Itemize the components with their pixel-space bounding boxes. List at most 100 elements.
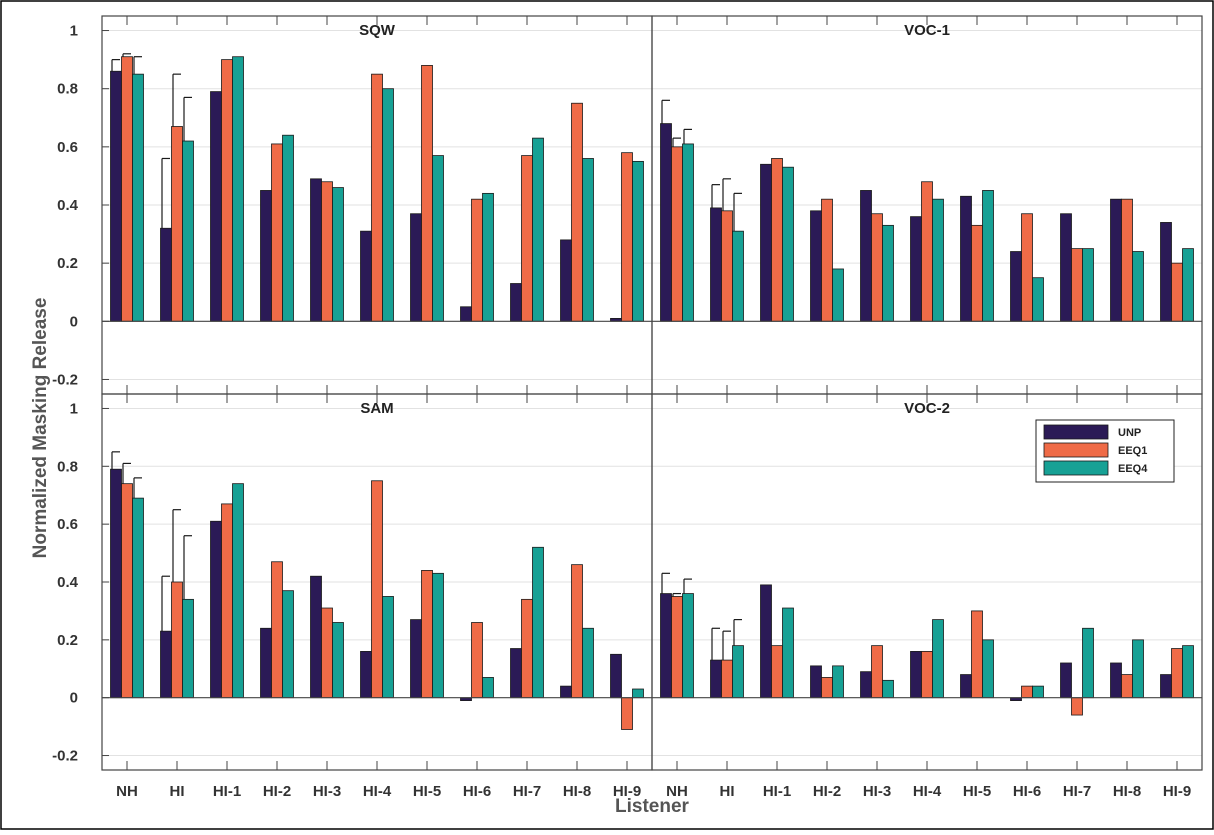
panel-title-sam: SAM [360, 400, 393, 417]
bar-sam-eeq1-hi-1 [221, 503, 233, 699]
bar-voc-1-eeq4-hi-3 [882, 224, 894, 322]
y-tick-label: -0.2 [52, 371, 78, 388]
bar-sam-eeq4-hi-4 [382, 596, 394, 699]
bar-sam-eeq1-hi-2 [271, 561, 283, 699]
bar-voc-2-unp-hi-3 [860, 671, 872, 699]
bar-sam-eeq4-hi-8 [582, 627, 594, 699]
y-tick-label: 0.6 [57, 139, 78, 156]
x-tick-label-hi-8: HI-8 [563, 783, 591, 800]
bar-voc-1-eeq4-hi-1 [782, 166, 794, 322]
x-tick-label-nh: NH [116, 783, 138, 800]
bar-voc-2-unp-hi-4 [910, 651, 922, 699]
bar-sqw-eeq4-hi-3 [332, 187, 344, 322]
bar-sqw-unp-hi-6 [460, 306, 472, 322]
bar-sqw-unp-hi-8 [560, 239, 572, 322]
bar-voc-1-eeq1-hi-4 [921, 181, 933, 322]
bar-voc-1-unp-hi-7 [1060, 213, 1072, 322]
bar-voc-2-unp-hi-8 [1110, 662, 1122, 699]
bar-voc-1-eeq1-hi-1 [771, 158, 783, 322]
bar-sqw-eeq1-nh [121, 56, 133, 322]
x-axis-title: Listener [615, 796, 690, 817]
y-tick-label: 0.2 [57, 632, 78, 649]
bar-voc-2-eeq1-hi-6 [1021, 685, 1033, 699]
bar-sam-eeq1-hi-8 [571, 564, 583, 699]
x-tick-label-hi-3: HI-3 [313, 783, 341, 800]
bar-voc-2-eeq4-hi-6 [1032, 685, 1044, 699]
bar-voc-2-eeq4-hi-1 [782, 607, 794, 699]
bar-voc-1-eeq1-hi-8 [1121, 198, 1133, 322]
bar-sqw-unp-hi-3 [310, 178, 322, 322]
bar-voc-1-unp-hi-2 [810, 210, 822, 322]
x-tick-label-hi-9: HI-9 [613, 783, 641, 800]
bar-sqw-eeq1-hi-5 [421, 65, 433, 322]
bar-voc-2-eeq4-hi-5 [982, 639, 994, 699]
bar-sam-eeq1-hi-7 [521, 598, 533, 699]
y-tick-label: 0 [70, 313, 78, 330]
bar-sam-eeq4-hi-1 [232, 483, 244, 699]
bar-voc-2-eeq1-hi-9 [1171, 648, 1183, 699]
bar-sqw-unp-nh [110, 70, 122, 322]
x-tick-label-hi-8: HI-8 [1113, 783, 1141, 800]
legend-label-eeq4: EEQ4 [1118, 463, 1148, 475]
bar-sqw-eeq1-hi-4 [371, 73, 383, 322]
bar-voc-2-eeq1-hi-5 [971, 610, 983, 699]
x-tick-label-hi-9: HI-9 [1163, 783, 1191, 800]
bar-sam-eeq1-hi-3 [321, 607, 333, 699]
bar-sam-unp-hi-8 [560, 685, 572, 699]
x-tick-label-hi-5: HI-5 [963, 783, 991, 800]
bar-sam-eeq4-hi-5 [432, 572, 444, 699]
bar-voc-2-eeq4-hi-2 [832, 665, 844, 699]
bar-voc-2-eeq4-nh [682, 593, 694, 699]
bar-voc-1-eeq4-hi [732, 230, 744, 322]
bar-voc-2-eeq1-hi-3 [871, 645, 883, 699]
bar-voc-1-eeq4-hi-9 [1182, 248, 1194, 322]
y-tick-label: 0.4 [57, 197, 79, 214]
legend-label-eeq1: EEQ1 [1118, 445, 1147, 457]
bar-voc-1-unp-hi [710, 207, 722, 322]
bar-sqw-eeq1-hi [171, 126, 183, 322]
bar-voc-1-unp-hi-6 [1010, 251, 1022, 322]
bar-sam-eeq4-hi-6 [482, 677, 494, 699]
x-tick-label-hi-1: HI-1 [213, 783, 241, 800]
bar-sam-eeq4-hi-2 [282, 590, 294, 699]
bar-voc-2-eeq1-hi-7 [1071, 697, 1083, 716]
bar-sam-eeq4-hi [182, 598, 194, 699]
bar-voc-1-eeq1-hi-2 [821, 198, 833, 322]
bar-voc-2-eeq4-hi [732, 645, 744, 699]
bar-sqw-eeq1-hi-8 [571, 102, 583, 322]
y-axis-title: Normalized Masking Release [30, 298, 51, 559]
legend-swatch-eeq4 [1043, 460, 1109, 476]
x-tick-label-hi-4: HI-4 [913, 783, 942, 800]
bar-voc-2-eeq1-hi-1 [771, 645, 783, 699]
bar-voc-2-unp-hi-5 [960, 674, 972, 699]
bar-sqw-eeq1-hi-7 [521, 155, 533, 322]
y-tick-label: 0.8 [57, 81, 78, 98]
bar-sam-eeq1-hi-9 [621, 697, 633, 730]
x-tick-label-hi-2: HI-2 [813, 783, 841, 800]
bar-voc-2-unp-hi-2 [810, 665, 822, 699]
panel-title-voc-2: VOC-2 [904, 400, 950, 417]
bar-voc-2-eeq1-hi-8 [1121, 674, 1133, 699]
bar-voc-2-eeq1-hi [721, 659, 733, 699]
x-tick-label-hi-6: HI-6 [463, 783, 491, 800]
bar-voc-1-unp-hi-9 [1160, 222, 1172, 322]
bar-voc-1-eeq4-hi-4 [932, 198, 944, 322]
x-tick-label-hi-7: HI-7 [513, 783, 541, 800]
legend-swatch-unp [1043, 424, 1109, 440]
bar-voc-2-unp-hi-1 [760, 584, 772, 699]
bar-sqw-eeq4-hi [182, 140, 194, 322]
y-tick-label: 1 [70, 400, 78, 417]
bar-sam-eeq1-hi [171, 581, 183, 699]
bar-sqw-eeq4-hi-1 [232, 56, 244, 322]
bar-voc-2-eeq4-hi-7 [1082, 627, 1094, 699]
legend-label-unp: UNP [1118, 427, 1141, 439]
bar-sam-eeq4-hi-9 [632, 688, 644, 699]
bar-voc-1-eeq1-hi [721, 210, 733, 322]
bar-sam-eeq1-nh [121, 483, 133, 699]
bar-voc-1-unp-hi-3 [860, 190, 872, 322]
bar-voc-1-eeq4-hi-5 [982, 190, 994, 322]
bar-voc-2-unp-hi-9 [1160, 674, 1172, 699]
bar-sam-unp-hi-5 [410, 619, 422, 699]
